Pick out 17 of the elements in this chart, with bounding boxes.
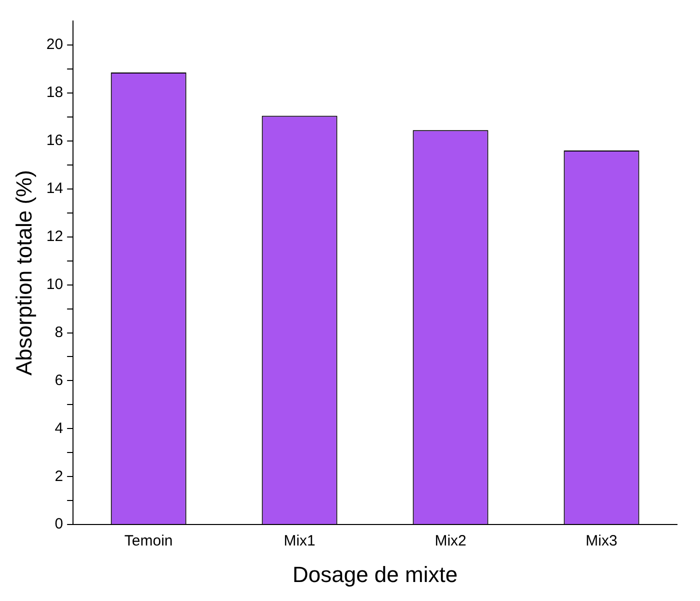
x-tick-label: Mix1 <box>284 532 316 550</box>
y-tick-label: 16 <box>46 132 64 150</box>
y-tick-label: 14 <box>46 180 64 198</box>
x-axis-title: Dosage de mixte <box>292 562 458 587</box>
y-tick-label: 12 <box>46 228 64 245</box>
x-tick-label: Temoin <box>124 532 173 550</box>
y-tick-label: 6 <box>54 372 64 389</box>
y-tick-label: 4 <box>54 420 64 437</box>
x-tick-label: Mix3 <box>586 532 618 550</box>
y-tick-label: 20 <box>46 36 64 54</box>
y-tick-label: 2 <box>54 468 64 485</box>
y-tick-label: 18 <box>46 84 64 102</box>
y-axis-title: Absorption totale (%) <box>11 170 36 376</box>
y-tick-label: 8 <box>54 324 64 341</box>
y-tick-label: 0 <box>54 516 64 533</box>
x-tick-label: Mix2 <box>434 532 466 550</box>
y-tick-label: 10 <box>46 276 64 293</box>
